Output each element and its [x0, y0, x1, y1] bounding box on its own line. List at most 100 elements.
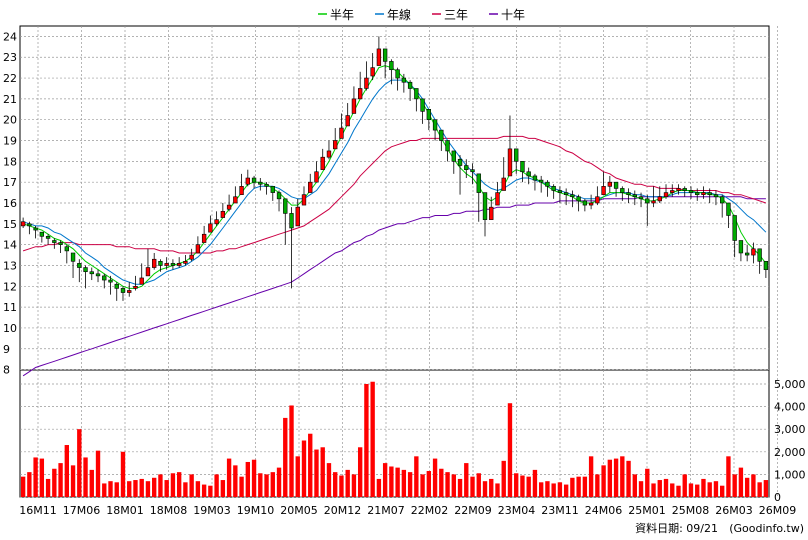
volume-bar — [201, 484, 207, 497]
candle-down — [695, 192, 700, 195]
volume-bar — [145, 481, 151, 497]
volume-bar — [720, 485, 725, 497]
volume-bar — [320, 447, 325, 497]
volume-bar — [757, 482, 762, 497]
candle-down — [682, 188, 687, 191]
candle-down — [95, 273, 101, 277]
volume-tick-label: 1,000 — [774, 468, 806, 481]
candle-down — [39, 231, 45, 237]
chart-legend: 半年 年線 三年 十年 — [318, 7, 525, 22]
candle-down — [713, 194, 719, 198]
candle-up — [245, 177, 250, 185]
volume-bar — [620, 456, 625, 497]
price-tick-label: 17 — [3, 176, 17, 189]
candle-up — [139, 277, 144, 285]
volume-bar — [214, 474, 219, 497]
candle-down — [89, 271, 94, 275]
volume-bar — [570, 477, 575, 497]
volume-bar — [345, 469, 350, 497]
volume-bar — [357, 447, 363, 497]
candle-up — [145, 267, 151, 277]
candle-down — [707, 192, 712, 195]
candle-down — [382, 48, 388, 62]
volume-bar — [233, 465, 238, 497]
volume-bar — [152, 477, 157, 497]
volume-tick-label: 3,000 — [774, 423, 806, 436]
candle-down — [276, 192, 282, 200]
candle-down — [582, 200, 588, 206]
volume-bar — [139, 478, 144, 497]
volume-bar — [538, 482, 544, 497]
candle-up — [226, 204, 232, 210]
candle-up — [701, 192, 706, 195]
candle-down — [514, 148, 519, 162]
volume-bar — [670, 483, 675, 497]
candle-up — [314, 171, 319, 183]
volume-tick-label: 0 — [774, 491, 781, 504]
candle-up — [214, 219, 219, 225]
volume-bar — [39, 458, 45, 497]
candle-down — [439, 129, 444, 141]
price-tick-label: 15 — [3, 218, 17, 231]
volume-bar — [407, 472, 413, 497]
volume-bar — [64, 445, 69, 497]
candle-up — [364, 77, 369, 89]
candle-down — [557, 190, 563, 193]
candle-up — [164, 263, 169, 266]
volume-bar — [632, 474, 637, 497]
volume-bar — [638, 481, 644, 497]
legend-label: 十年 — [501, 8, 525, 22]
volume-bar — [376, 478, 382, 497]
candle-down — [476, 173, 481, 193]
volume-bar — [707, 482, 712, 497]
ma-3y-line — [22, 135, 767, 254]
volume-bar — [763, 480, 769, 497]
volume-bar — [607, 459, 613, 497]
candle-down — [170, 263, 176, 266]
time-tick-label: 22M02 — [411, 504, 449, 517]
candle-up — [670, 190, 675, 193]
volume-bar — [270, 472, 275, 497]
time-tick-label: 19M10 — [237, 504, 275, 517]
time-tick-label: 25M01 — [628, 504, 666, 517]
volume-bar — [333, 472, 338, 497]
candle-up — [495, 192, 500, 206]
price-tick-label: 24 — [3, 30, 17, 43]
volume-bar — [464, 463, 469, 497]
time-tick-label: 20M05 — [280, 504, 318, 517]
volume-bar — [77, 429, 82, 497]
volume-bar — [414, 456, 419, 497]
volume-bar — [276, 467, 282, 497]
volume-bar — [283, 417, 288, 497]
candle-down — [688, 190, 694, 193]
volume-bar — [239, 476, 244, 497]
volume-bar — [501, 460, 506, 497]
candlesticks — [20, 36, 769, 301]
candle-down — [613, 181, 619, 189]
source-label: (Goodinfo.tw) — [729, 522, 804, 535]
candle-down — [58, 242, 63, 245]
time-tick-label: 26M03 — [715, 504, 753, 517]
volume-bar — [582, 476, 588, 497]
candle-down — [570, 194, 575, 198]
volume-bar — [520, 475, 525, 497]
candle-down — [389, 61, 394, 71]
volume-bar — [114, 482, 119, 497]
volume-bar — [507, 403, 513, 497]
volume-bar — [420, 474, 425, 497]
volume-bar — [95, 450, 101, 497]
candle-down — [401, 77, 407, 83]
volume-bar — [532, 469, 538, 497]
volume-bar — [295, 456, 300, 497]
volume-tick-label: 5,000 — [774, 378, 806, 391]
candle-up — [676, 188, 681, 191]
candle-up — [320, 156, 325, 170]
volume-bar — [351, 474, 357, 497]
volume-bar — [20, 476, 26, 497]
price-tick-label: 22 — [3, 72, 17, 85]
candle-down — [763, 261, 769, 270]
volume-bar — [245, 461, 251, 497]
candle-down — [620, 188, 625, 193]
volume-bar — [389, 466, 394, 497]
time-tick-label: 23M11 — [541, 504, 579, 517]
